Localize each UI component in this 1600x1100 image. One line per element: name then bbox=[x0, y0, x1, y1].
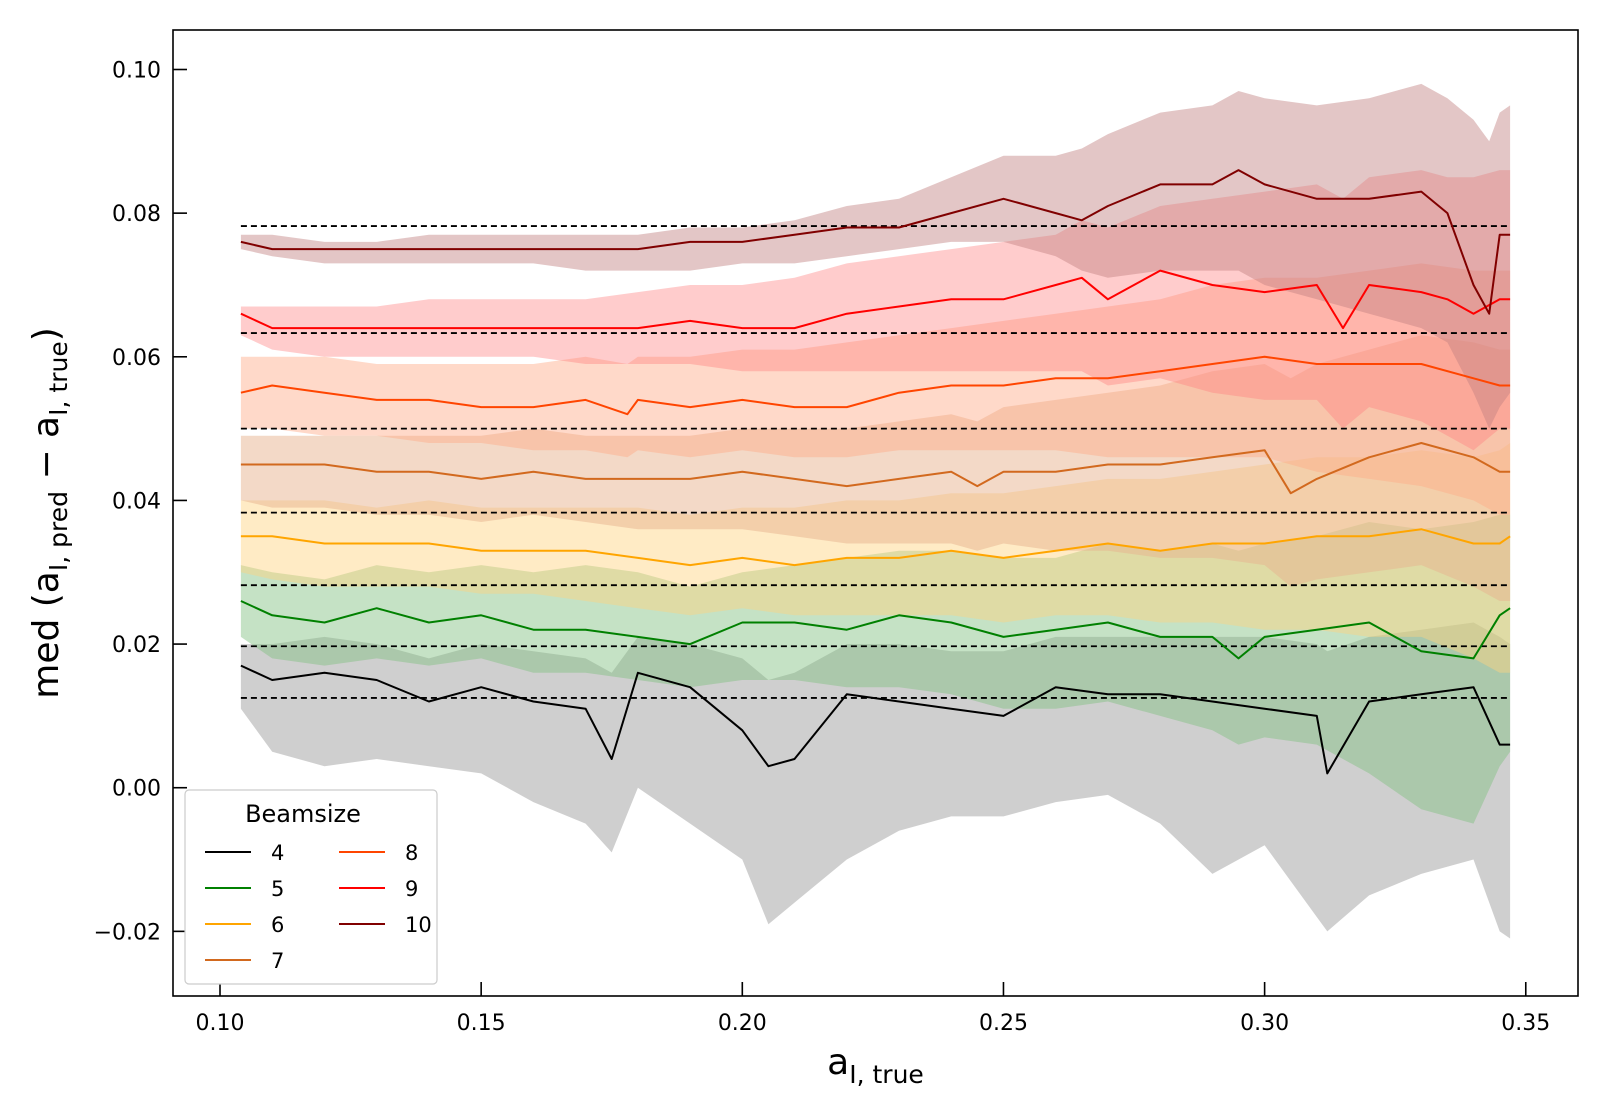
band-beamsize-7 bbox=[240, 335, 1511, 601]
line-beamsize-8 bbox=[240, 355, 1511, 416]
plot-area-frame bbox=[172, 29, 1579, 997]
line-beamsize-10 bbox=[240, 169, 1511, 315]
line-beamsize-9 bbox=[240, 269, 1511, 330]
x-tick-label: 0.20 bbox=[718, 1011, 767, 1036]
y-axis-label-a2: a bbox=[26, 416, 67, 438]
y-axis-label-suffix: ) bbox=[26, 327, 67, 341]
x-axis-label-subscript: I, true bbox=[849, 1060, 924, 1089]
series-lines bbox=[240, 169, 1511, 775]
band-beamsize-5 bbox=[240, 514, 1511, 824]
line-beamsize-6 bbox=[240, 528, 1511, 567]
legend-title: Beamsize bbox=[245, 800, 361, 828]
y-tick-label: 0.08 bbox=[112, 202, 161, 227]
legend-box bbox=[184, 789, 438, 985]
y-axis-label: med (aI, pred − aI, true) bbox=[26, 327, 73, 699]
legend-label-8: 8 bbox=[405, 841, 418, 865]
legend: Beamsize 4 5 6 7 8 9 10 bbox=[184, 789, 438, 985]
legend-label-10: 10 bbox=[405, 913, 432, 937]
y-tick-label: 0.10 bbox=[112, 59, 161, 84]
x-axis-ticks: 0.10 0.15 0.20 0.25 0.30 0.35 bbox=[196, 982, 1550, 1036]
y-axis-label-prefix: med ( bbox=[26, 593, 67, 699]
reference-lines bbox=[240, 225, 1511, 699]
x-axis-label: aI, true bbox=[827, 1042, 924, 1089]
band-beamsize-4 bbox=[240, 622, 1511, 939]
y-axis-label-sub1: I, pred bbox=[44, 491, 73, 571]
y-tick-label: 0.06 bbox=[112, 346, 161, 371]
legend-label-4: 4 bbox=[271, 841, 284, 865]
x-tick-label: 0.35 bbox=[1501, 1011, 1550, 1036]
x-tick-label: 0.30 bbox=[1240, 1011, 1289, 1036]
y-axis-label-sub2: I, true bbox=[44, 341, 73, 416]
y-axis-label-a1: a bbox=[26, 571, 67, 593]
x-tick-label: 0.15 bbox=[457, 1011, 506, 1036]
band-beamsize-8 bbox=[240, 263, 1511, 515]
band-beamsize-10 bbox=[240, 83, 1511, 429]
legend-items: 4 5 6 7 8 9 10 bbox=[205, 841, 432, 973]
y-tick-label: 0.04 bbox=[112, 489, 161, 514]
legend-label-7: 7 bbox=[271, 949, 284, 973]
legend-label-6: 6 bbox=[271, 913, 284, 937]
y-tick-label: 0.02 bbox=[112, 633, 161, 658]
x-tick-label: 0.10 bbox=[196, 1011, 245, 1036]
y-axis-label-minus: − bbox=[26, 438, 67, 491]
legend-label-9: 9 bbox=[405, 877, 418, 901]
y-axis-ticks: −0.02 0.00 0.02 0.04 0.06 0.08 0.10 bbox=[94, 59, 187, 945]
y-tick-label: −0.02 bbox=[94, 920, 161, 945]
x-axis-label-base: a bbox=[827, 1042, 849, 1083]
line-beamsize-5 bbox=[240, 600, 1511, 660]
line-beamsize-4 bbox=[240, 664, 1511, 775]
legend-label-5: 5 bbox=[271, 877, 284, 901]
y-tick-label: 0.00 bbox=[112, 777, 161, 802]
x-tick-label: 0.25 bbox=[979, 1011, 1028, 1036]
line-beamsize-7 bbox=[240, 442, 1511, 495]
